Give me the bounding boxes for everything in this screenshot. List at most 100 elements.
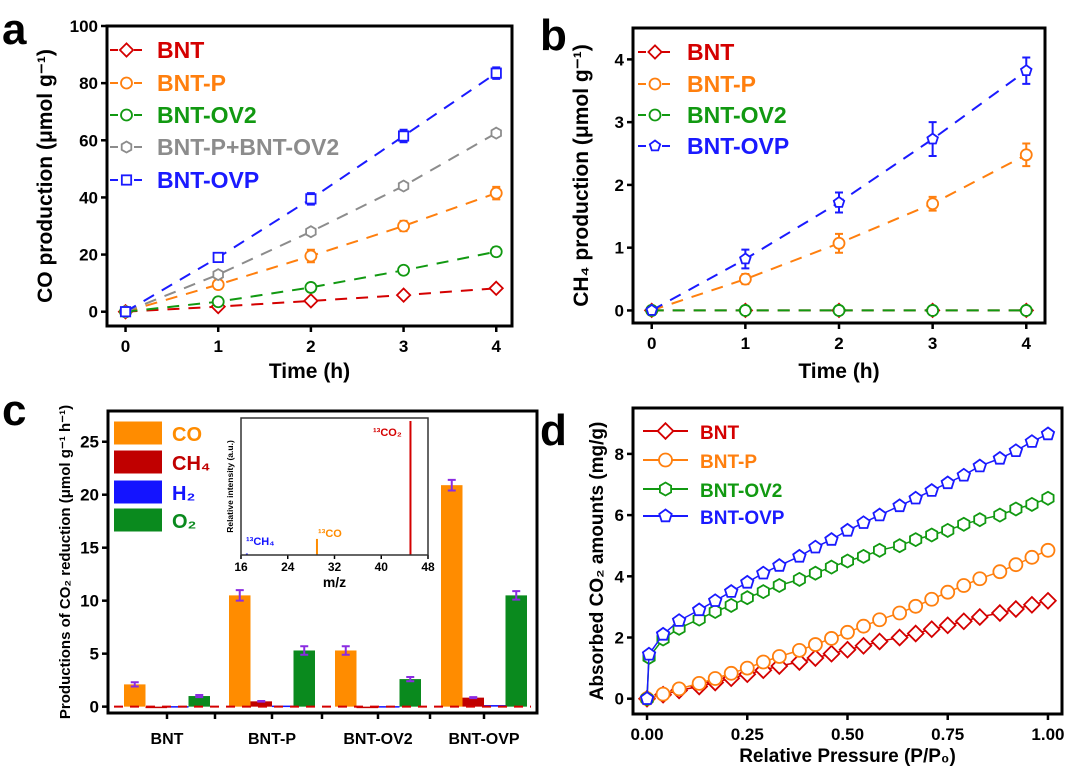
data-point — [1040, 542, 1056, 558]
data-point — [723, 665, 739, 681]
x-tick-label: 40 — [375, 560, 389, 574]
y-tick-label: 6 — [615, 506, 624, 525]
data-point — [792, 571, 806, 587]
legend-label: BNT-OV2 — [157, 102, 257, 128]
y-tick-label: 20 — [79, 246, 98, 265]
data-point — [1024, 434, 1040, 448]
legend-label: BNT-OVP — [157, 167, 259, 193]
data-point — [832, 304, 846, 317]
legend-label: O₂ — [172, 511, 196, 533]
x-tick-label: BNT — [151, 731, 184, 748]
legend-marker — [648, 77, 662, 91]
data-point — [772, 557, 787, 572]
error-bar — [235, 589, 244, 602]
data-point — [756, 584, 770, 600]
error-bar — [257, 700, 266, 703]
data-point — [708, 603, 722, 620]
error-bar — [447, 478, 456, 492]
data-point — [808, 539, 823, 554]
error-bar — [469, 696, 478, 700]
data-point — [892, 605, 908, 621]
data-point — [740, 574, 755, 589]
series-bnt-ovp: BNT-OVP — [639, 426, 1056, 705]
data-point — [956, 467, 972, 482]
legend-marker — [120, 140, 133, 154]
data-point — [489, 245, 503, 259]
error-bar — [406, 675, 415, 683]
data-point — [872, 507, 887, 522]
data-point — [756, 565, 771, 580]
x-tick-label: 0 — [121, 337, 130, 356]
x-tick-label: 0 — [647, 334, 656, 353]
x-tick-label: 0.25 — [731, 725, 764, 744]
data-point — [1025, 496, 1039, 512]
data-point — [972, 571, 988, 587]
error-bar — [130, 681, 139, 688]
data-point — [772, 577, 786, 594]
bar — [484, 705, 506, 707]
y-tick-label: 0 — [89, 303, 98, 322]
bar — [124, 684, 146, 707]
data-point — [926, 304, 940, 317]
panel-b: b 0 1 2 3 4 0 1 2 3 4 Time (h) CH₄ production (μmol … — [540, 11, 1047, 383]
panel-c: c 0 5 10 15 20 25 Productions of CO₂ reduction … — [2, 386, 539, 748]
data-point — [838, 640, 857, 659]
data-point — [908, 490, 923, 505]
data-point — [854, 636, 873, 655]
data-point — [856, 515, 871, 529]
data-point — [824, 631, 839, 646]
series-bnt-p: BNT-P — [638, 71, 1033, 317]
y-tick-label: 0 — [90, 698, 99, 717]
data-point — [397, 219, 410, 233]
legend-swatch — [114, 480, 162, 504]
y-axis-title: Absorbed CO₂ amounts (mg/g) — [587, 422, 608, 701]
panel-label: a — [2, 5, 27, 54]
data-point — [993, 507, 1007, 523]
data-point — [739, 660, 755, 676]
x-axis-title: m/z — [323, 574, 346, 590]
data-point — [738, 304, 752, 317]
data-point — [870, 632, 889, 651]
data-point — [824, 559, 838, 575]
legend-swatch — [114, 421, 162, 445]
series-line — [125, 132, 497, 313]
data-point — [303, 293, 319, 309]
data-point — [305, 225, 317, 239]
data-point — [671, 613, 687, 627]
x-tick-label: 1 — [741, 334, 750, 353]
data-point — [490, 126, 502, 140]
data-point — [840, 624, 855, 640]
x-tick-label: 0.00 — [630, 725, 663, 744]
data-point — [1024, 549, 1040, 565]
data-point — [890, 628, 909, 647]
x-tick-label: 0.50 — [831, 725, 864, 744]
legend-label: BNT-OV2 — [687, 102, 787, 128]
series-line — [651, 153, 1027, 312]
data-point — [723, 583, 739, 598]
panel-label: d — [540, 406, 567, 455]
data-point — [707, 671, 723, 686]
plot-frame — [106, 409, 539, 715]
data-point — [212, 251, 224, 264]
data-point — [832, 236, 846, 250]
bar — [293, 650, 315, 707]
data-point — [1006, 599, 1025, 619]
data-point — [645, 303, 659, 316]
data-point — [490, 67, 502, 79]
y-tick-label: 2 — [615, 176, 624, 195]
panel-a: a 0 20 40 60 80 100 0 1 2 3 4 Time (h) CO production … — [2, 5, 514, 383]
data-point — [922, 620, 941, 639]
data-point — [211, 295, 225, 309]
data-point — [1019, 148, 1033, 162]
x-tick-label: 1.00 — [1031, 725, 1064, 744]
x-tick-label: 48 — [421, 560, 435, 574]
legend-label: H₂ — [172, 483, 195, 505]
y-axis-title: CH₄ production (μmol g⁻¹) — [570, 44, 593, 307]
data-point — [873, 542, 887, 558]
data-point — [973, 512, 987, 528]
y-axis-title: CO production (μmol g⁻¹) — [34, 49, 57, 303]
legend-marker — [120, 76, 133, 90]
data-point — [489, 186, 503, 200]
x-axis-title: Relative Pressure (P/P₀) — [739, 746, 956, 767]
